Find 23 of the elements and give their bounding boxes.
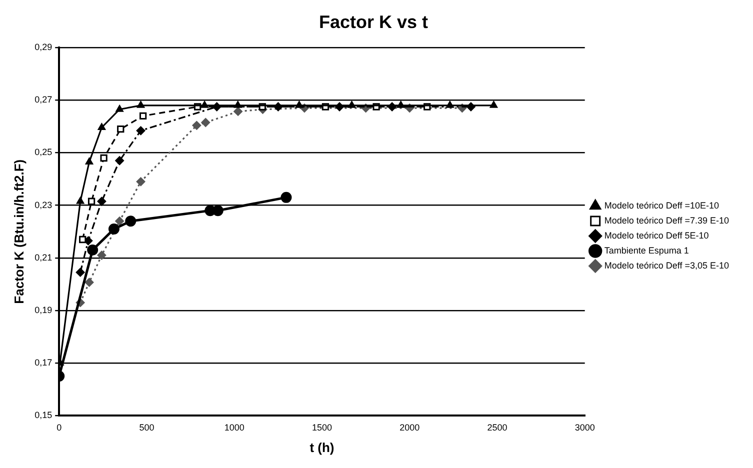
legend-label: Modelo teórico Deff 5E-10: [604, 230, 709, 240]
legend-label: Tambiente Espuma 1: [604, 245, 689, 256]
y-tick-label: 0,25: [34, 147, 52, 158]
y-tick-label: 0,19: [34, 304, 52, 315]
legend-label: Modelo teórico Deff =3,05 E-10: [604, 260, 730, 270]
legend-label: Modelo teórico Deff =7.39 E-10: [604, 215, 730, 226]
x-tick-label: 500: [139, 422, 154, 432]
legend-label: Modelo teórico Deff =10E-10: [604, 200, 719, 210]
chart-title: Factor K vs t: [318, 12, 428, 32]
y-tick-label: 0,17: [34, 358, 52, 368]
x-tick-label: 2000: [400, 422, 420, 432]
y-tick-label: 0,15: [34, 410, 52, 420]
x-axis-title: t (h): [310, 440, 334, 455]
x-tick-label: 1500: [312, 422, 332, 432]
x-tick-label: 0: [56, 422, 62, 432]
x-tick-label: 1000: [224, 422, 244, 432]
x-tick-label: 2500: [487, 422, 508, 432]
y-axis-title: Factor K (Btu.in/h.ft2.F): [11, 159, 26, 304]
y-tick-label: 0,23: [34, 200, 52, 210]
y-tick-label: 0,27: [34, 94, 52, 105]
y-tick-label: 0,21: [34, 252, 52, 262]
x-tick-label: 3000: [574, 422, 595, 432]
y-tick-label: 0,29: [34, 42, 52, 52]
